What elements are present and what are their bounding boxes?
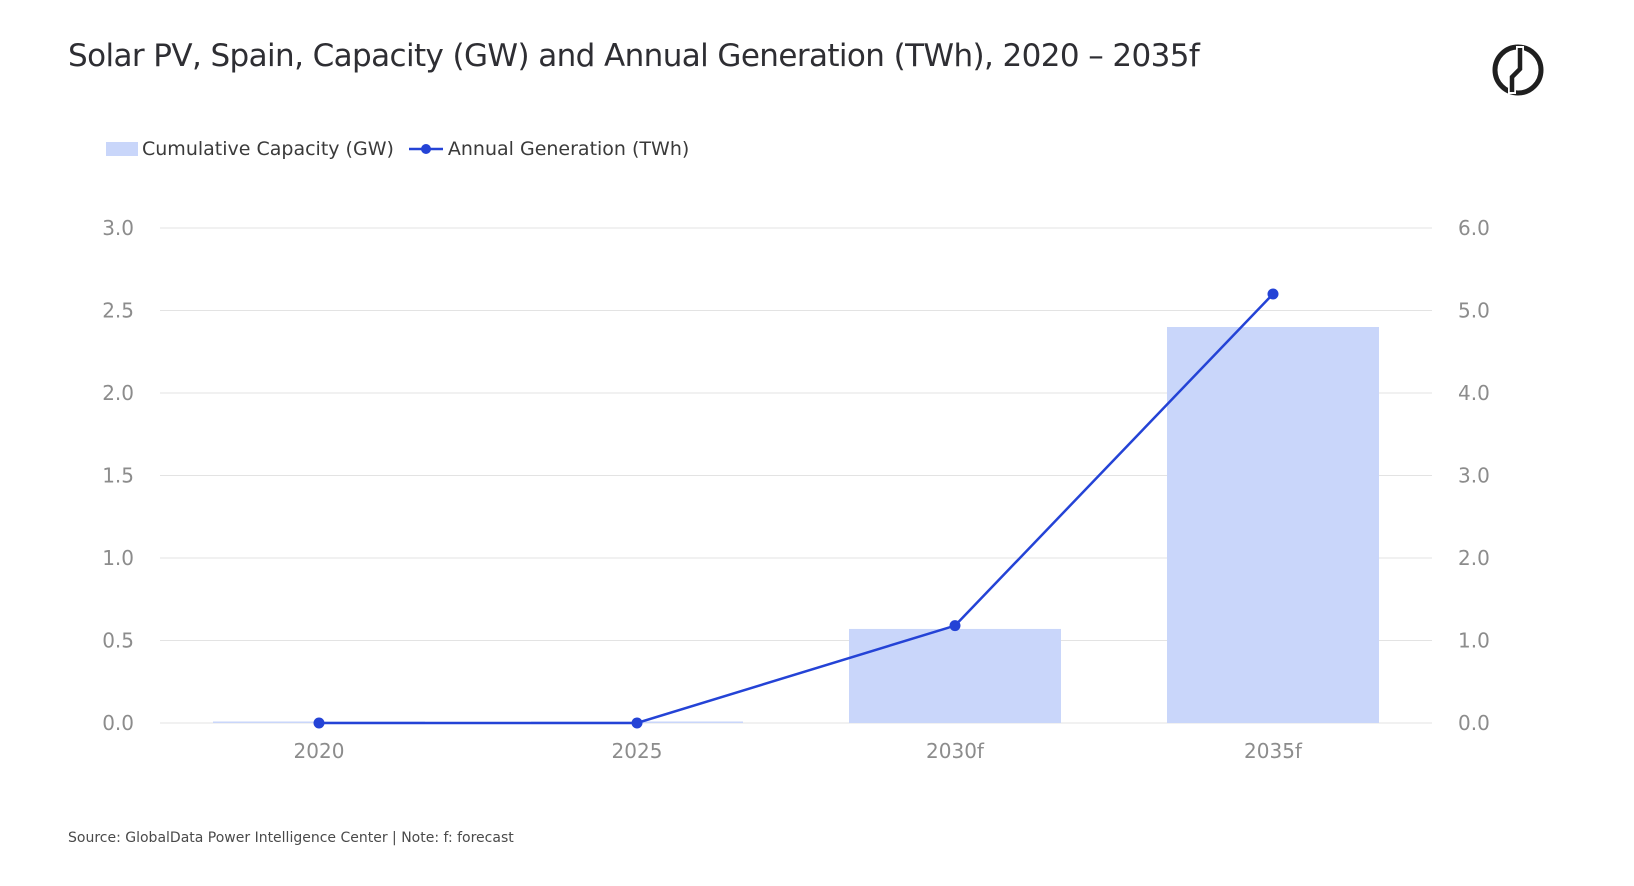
legend-item-capacity: Cumulative Capacity (GW)	[106, 138, 394, 160]
left-axis-ticks: 0.0 0.5 1.0 1.5 2.0 2.5 3.0	[102, 216, 134, 735]
capacity-bars	[213, 327, 1379, 723]
left-axis-tick-label: 0.5	[102, 629, 134, 653]
source-note: Source: GlobalData Power Intelligence Ce…	[68, 830, 514, 846]
x-axis-tick-label: 2020	[294, 739, 345, 763]
left-axis-tick-label: 2.5	[102, 299, 134, 323]
generation-line-path	[319, 293, 1274, 725]
left-axis-tick-label: 2.0	[102, 381, 134, 405]
generation-line	[313, 288, 1279, 729]
globaldata-logo-icon	[1492, 44, 1544, 96]
generation-point	[949, 620, 961, 632]
capacity-bar	[849, 628, 1061, 723]
legend-item-generation: Annual Generation (TWh)	[408, 138, 689, 160]
generation-point	[631, 717, 643, 729]
legend-label-generation: Annual Generation (TWh)	[447, 138, 690, 160]
right-axis-tick-label: 3.0	[1458, 464, 1490, 488]
legend-swatch-capacity	[106, 142, 138, 156]
left-axis-tick-label: 1.0	[102, 546, 134, 570]
x-axis-tick-label: 2035f	[1244, 739, 1303, 763]
right-axis-ticks: 0.0 1.0 2.0 3.0 4.0 5.0 6.0	[1458, 216, 1490, 735]
x-axis-ticks: 2020 2025 2030f 2035f	[294, 739, 1303, 763]
left-axis-tick-label: 3.0	[102, 216, 134, 240]
right-axis-tick-label: 6.0	[1458, 216, 1490, 240]
left-axis-tick-label: 0.0	[102, 711, 134, 735]
x-axis-tick-label: 2030f	[926, 739, 985, 763]
legend-line-generation	[408, 144, 443, 154]
generation-point	[313, 717, 325, 729]
left-axis-tick-label: 1.5	[102, 464, 134, 488]
legend-label-capacity: Cumulative Capacity (GW)	[142, 138, 394, 160]
chart-legend: Cumulative Capacity (GW) Annual Generati…	[106, 138, 703, 160]
chart-title: Solar PV, Spain, Capacity (GW) and Annua…	[68, 38, 1200, 74]
generation-point	[1267, 288, 1279, 300]
right-axis-tick-label: 2.0	[1458, 546, 1490, 570]
right-axis-tick-label: 1.0	[1458, 629, 1490, 653]
x-axis-tick-label: 2025	[612, 739, 663, 763]
capacity-bar	[1167, 327, 1379, 723]
right-axis-tick-label: 4.0	[1458, 381, 1490, 405]
right-axis-tick-label: 0.0	[1458, 711, 1490, 735]
right-axis-tick-label: 5.0	[1458, 299, 1490, 323]
